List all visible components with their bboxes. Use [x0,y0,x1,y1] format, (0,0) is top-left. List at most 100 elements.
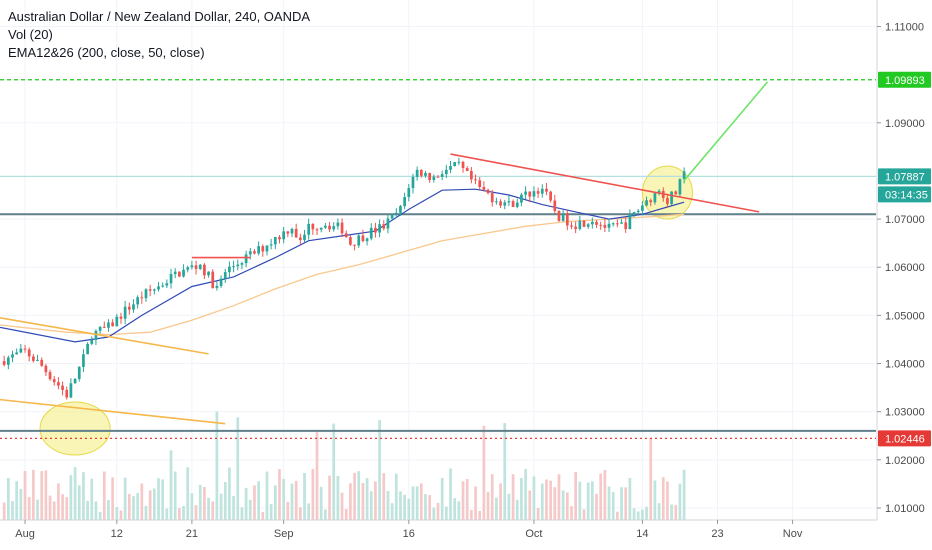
volume-bar [182,505,185,520]
volume-bar [228,467,231,520]
volume-bar [486,491,490,520]
volume-bar [461,481,465,520]
volume-bar [2,502,6,520]
time-tick-label-3: Sep [274,528,294,540]
candle-body [549,191,552,201]
volume-bar [303,473,306,520]
candle-body [570,225,573,227]
price-badge-label-1: 1.07887 [885,171,925,183]
volume-bar [203,486,206,520]
volume-bar [657,503,661,520]
volume-bar [265,471,269,520]
price-tick-label-5: 1.04000 [885,359,925,371]
candle-body [6,357,10,365]
volume-bar [528,490,532,520]
candle-body [182,269,185,277]
volume-bar [198,484,202,520]
candle-body [315,229,319,231]
volume-bar [641,509,644,520]
volume-bar [636,511,640,520]
candle-body [152,289,156,291]
volume-bar [36,499,39,520]
candle-body [378,224,381,233]
volume-bar [490,474,494,520]
candle-body [515,202,519,207]
channel-upper [0,316,209,355]
volume-bar [511,474,515,520]
candle-body [428,173,432,180]
candle-body [419,169,423,176]
volume-bar [286,501,290,520]
candle-body [203,264,206,276]
candle-body [545,188,548,192]
price-tick-label-7: 1.02000 [885,455,925,467]
volume-bar [361,483,365,520]
volume-indicator-label[interactable]: Vol (20) [8,27,53,42]
candle-body [65,389,69,398]
candle-body [336,222,340,227]
candle-body [319,227,323,230]
price-badge-3 [878,430,931,447]
candle-body [61,385,64,390]
volume-bar [503,423,507,520]
volume-bar [69,475,73,520]
candle-body [482,187,486,190]
volume-bar [649,438,653,520]
candle-body [219,278,223,286]
volume-bar [261,511,265,520]
volume-bar [645,506,648,520]
candle-body [52,379,56,383]
volume-bar [415,486,419,520]
candle-body [248,251,252,255]
candle-body [190,265,194,268]
volume-bar [57,483,60,520]
volume-bar [19,488,23,520]
volume-bar [123,477,127,520]
volume-bar [236,417,240,520]
candle-body [528,191,532,197]
chart-title: Australian Dollar / New Zealand Dollar, … [8,9,311,24]
volume-bar [436,502,440,520]
volume-bar [578,481,582,520]
volume-bar [465,478,469,520]
volume-bar [23,470,27,520]
candle-body [470,170,473,180]
candle-body [616,223,619,225]
candle-body [307,223,311,235]
candle-body [411,176,415,189]
volume-bar [232,495,235,520]
ema-indicator-label[interactable]: EMA12&26 (200, close, 50, close) [8,45,205,60]
volume-bar [240,507,244,520]
grid-layer [0,0,876,520]
candle-body [415,169,419,177]
candle-body [499,201,502,206]
volume-bar [432,507,436,520]
candle-body [611,223,615,225]
candle-body [511,201,515,207]
candle-body [332,226,336,230]
volume-bar [44,470,48,520]
descending-resistance [450,153,760,213]
candle-body [353,244,356,246]
volume-bar [620,487,623,520]
candle-body [169,274,173,284]
candle-body [657,190,661,194]
volume-bar [248,499,252,520]
volume-bar [565,492,569,520]
candle-body [265,245,269,252]
candle-body [207,271,210,276]
candle-body [599,224,603,226]
volume-bar [570,506,573,520]
candle-body [553,200,557,212]
volume-bar [478,510,482,520]
candle-body [453,162,457,167]
volume-bar [11,501,14,520]
candle-body [69,383,73,398]
volume-bar [340,492,344,520]
candle-body [161,285,165,287]
volume-bar [40,471,44,520]
candle-body [15,352,19,355]
candle-body [645,200,648,206]
